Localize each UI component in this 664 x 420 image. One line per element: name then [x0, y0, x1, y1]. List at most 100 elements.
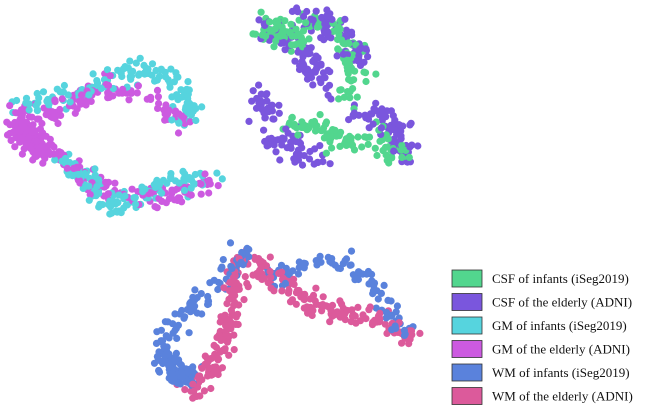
scatter-point — [37, 143, 45, 151]
scatter-point — [281, 46, 289, 54]
scatter-point — [393, 302, 401, 310]
scatter-point — [11, 143, 19, 151]
scatter-point — [86, 191, 94, 199]
scatter-point — [31, 127, 39, 135]
scatter-point — [175, 110, 183, 118]
scatter-point — [205, 189, 213, 197]
scatter-point — [377, 289, 385, 297]
scatter-point — [249, 87, 257, 95]
scatter-point — [295, 264, 303, 272]
scatter-point — [372, 304, 380, 312]
scatter-point — [33, 106, 42, 114]
scatter-point — [278, 287, 286, 295]
scatter-point — [318, 75, 326, 83]
scatter-point — [331, 261, 339, 269]
scatter-point — [281, 17, 289, 25]
scatter-point — [333, 52, 341, 60]
legend-swatch — [451, 363, 483, 382]
scatter-point — [373, 318, 381, 326]
scatter-point — [190, 387, 198, 396]
scatter-point — [322, 120, 330, 128]
scatter-point — [85, 91, 93, 99]
scatter-point — [89, 70, 97, 78]
scatter-point — [200, 387, 208, 395]
scatter-point — [177, 86, 185, 94]
scatter-point — [13, 96, 21, 105]
scatter-point — [302, 19, 310, 27]
scatter-point — [215, 331, 223, 339]
scatter-point — [201, 170, 209, 178]
scatter-point — [312, 284, 320, 292]
scatter-point — [318, 307, 326, 315]
scatter-point — [169, 369, 177, 377]
scatter-point — [282, 125, 290, 133]
scatter-point — [309, 81, 317, 89]
scatter-point — [223, 300, 231, 308]
scatter-point — [39, 159, 47, 167]
scatter-point — [391, 322, 399, 330]
scatter-point — [286, 28, 294, 36]
scatter-point — [285, 270, 293, 278]
scatter-point — [161, 116, 169, 124]
scatter-point — [219, 256, 227, 264]
scatter-point — [91, 171, 99, 179]
scatter-point — [270, 141, 278, 149]
scatter-point — [40, 151, 48, 160]
scatter-point — [364, 267, 372, 276]
scatter-point — [261, 137, 269, 146]
scatter-point — [344, 39, 353, 47]
scatter-point — [207, 384, 215, 393]
scatter-point — [213, 169, 221, 177]
scatter-point — [6, 102, 14, 110]
scatter-point — [169, 320, 177, 328]
scatter-point — [280, 135, 288, 144]
scatter-point — [314, 54, 322, 62]
scatter-point — [211, 367, 219, 375]
scatter-point — [297, 34, 305, 42]
scatter-point — [64, 91, 72, 99]
scatter-point — [258, 31, 266, 39]
scatter-point — [186, 118, 194, 126]
scatter-point — [298, 161, 307, 169]
scatter-point — [260, 126, 268, 134]
scatter-point — [115, 191, 123, 199]
scatter-point — [185, 86, 193, 94]
scatter-point — [148, 60, 157, 68]
scatter-point — [335, 132, 343, 140]
scatter-point — [240, 296, 248, 304]
scatter-point — [293, 124, 301, 132]
legend-swatch — [451, 387, 483, 405]
scatter-point — [400, 331, 409, 339]
scatter-point — [342, 255, 351, 263]
scatter-point — [97, 84, 105, 92]
scatter-point — [269, 26, 277, 34]
scatter-point — [232, 313, 240, 321]
scatter-point — [371, 144, 379, 152]
scatter-point — [180, 186, 189, 194]
scatter-point — [53, 85, 61, 93]
scatter-point — [217, 265, 225, 273]
legend-label: WM of the elderly (ADNI) — [492, 389, 633, 404]
scatter-point — [114, 199, 122, 207]
scatter-point — [245, 245, 253, 254]
scatter-point — [321, 29, 329, 37]
scatter-point — [311, 127, 320, 135]
scatter-point — [380, 281, 388, 289]
scatter-point — [214, 285, 222, 294]
scatter-point — [359, 311, 367, 319]
scatter-point — [387, 297, 395, 305]
scatter-point — [278, 141, 286, 149]
scatter-point — [266, 267, 274, 276]
scatter-point — [187, 191, 195, 199]
scatter-point — [263, 97, 271, 105]
scatter-point — [77, 91, 86, 99]
scatter-point — [204, 372, 212, 380]
scatter-point — [272, 37, 280, 45]
scatter-point — [57, 111, 65, 119]
scatter-point — [354, 303, 362, 311]
scatter-point — [191, 286, 199, 294]
scatter-point — [125, 96, 133, 104]
scatter-point — [158, 189, 166, 197]
scatter-point — [152, 339, 161, 347]
scatter-point — [416, 329, 424, 337]
